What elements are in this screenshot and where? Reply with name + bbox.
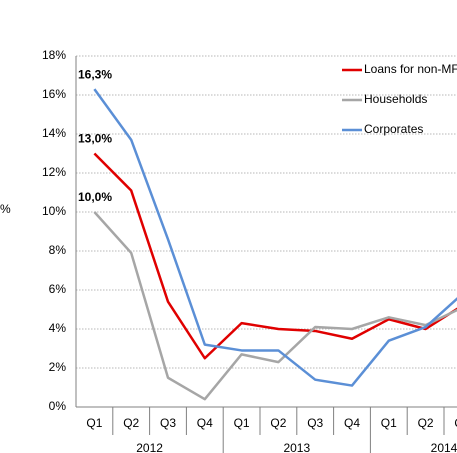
legend-label: Loans for non-MFIs — [364, 62, 457, 76]
legend-label: Households — [364, 92, 427, 106]
y-tick-label: 10% — [42, 204, 66, 218]
y-tick-label: 6% — [49, 282, 67, 296]
y-tick-label: 2% — [49, 360, 67, 374]
x-tick-label: Q1 — [381, 416, 397, 430]
y-tick-label: 4% — [49, 321, 67, 335]
x-tick-label: Q2 — [123, 416, 139, 430]
x-tick-label: Q1 — [234, 416, 250, 430]
y-tick-label: 18% — [42, 48, 66, 62]
y-axis-label: % — [0, 202, 11, 216]
x-tick-label: Q4 — [197, 416, 213, 430]
x-tick-label: Q1 — [86, 416, 102, 430]
series-line — [93, 152, 457, 360]
series-line — [93, 88, 457, 387]
x-group-label: 2014 — [431, 441, 457, 453]
y-tick-label: 8% — [49, 243, 67, 257]
x-tick-label: Q3 — [307, 416, 323, 430]
x-group-label: 2013 — [283, 441, 310, 453]
legend-label: Corporates — [364, 122, 423, 136]
y-tick-label: 14% — [42, 126, 66, 140]
y-tick-label: 0% — [49, 399, 67, 413]
data-label: 13,0% — [78, 132, 112, 146]
x-tick-label: Q2 — [418, 416, 434, 430]
x-tick-label: Q2 — [270, 416, 286, 430]
y-tick-label: 12% — [42, 165, 66, 179]
y-tick-label: 16% — [42, 87, 66, 101]
x-group-label: 2012 — [136, 441, 163, 453]
data-label: 10,0% — [78, 190, 112, 204]
data-label: 16,3% — [78, 67, 112, 81]
series-line — [93, 211, 457, 401]
x-tick-label: Q3 — [160, 416, 176, 430]
x-tick-label: Q3 — [454, 416, 457, 430]
x-tick-label: Q4 — [344, 416, 360, 430]
